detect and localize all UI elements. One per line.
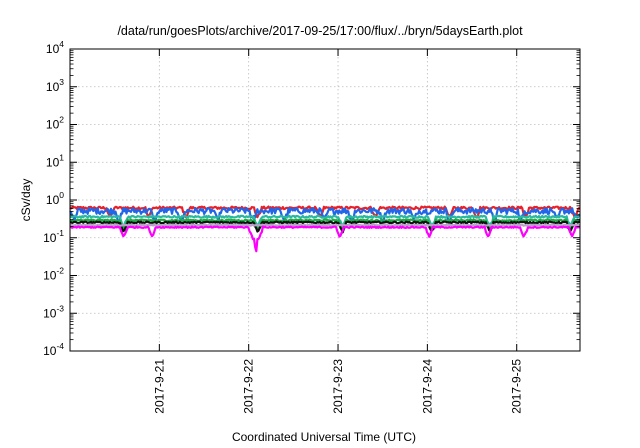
x-tick-label: 2017-9-23 [331,359,345,414]
series-line-6 [69,225,581,253]
chart-title: /data/run/goesPlots/archive/2017-09-25/1… [117,24,523,38]
y-tick-label: 10-1 [43,228,64,245]
series-line-0 [69,205,581,219]
x-tick-label: 2017-9-22 [242,359,256,414]
x-tick-label: 2017-9-21 [152,359,166,414]
x-axis-label: Coordinated Universal Time (UTC) [232,430,416,444]
series-group [69,205,581,253]
y-tick-label: 101 [46,152,64,169]
y-tick-label: 104 [46,39,64,56]
y-tick-label: 10-3 [43,303,64,320]
y-axis: 10-4 10-3 10-2 10-1 100 101 102 103 104 [43,39,580,358]
y-axis-label: cSv/day [19,179,33,222]
x-axis: 2017-9-21 2017-9-22 2017-9-23 2017-9-24 2017… [152,49,524,414]
grid [70,49,580,351]
x-tick-label: 2017-9-25 [510,359,524,414]
y-tick-label: 102 [46,115,64,132]
y-tick-label: 10-2 [43,266,64,283]
series-line-2 [69,214,581,228]
series-line-4 [69,220,581,234]
series-line-5 [69,223,581,227]
y-tick-label: 103 [46,77,64,94]
x-tick-label: 2017-9-24 [420,359,434,414]
y-tick-label: 10-4 [43,341,64,358]
y-tick-label: 100 [46,190,64,207]
series-line-3 [69,218,581,232]
